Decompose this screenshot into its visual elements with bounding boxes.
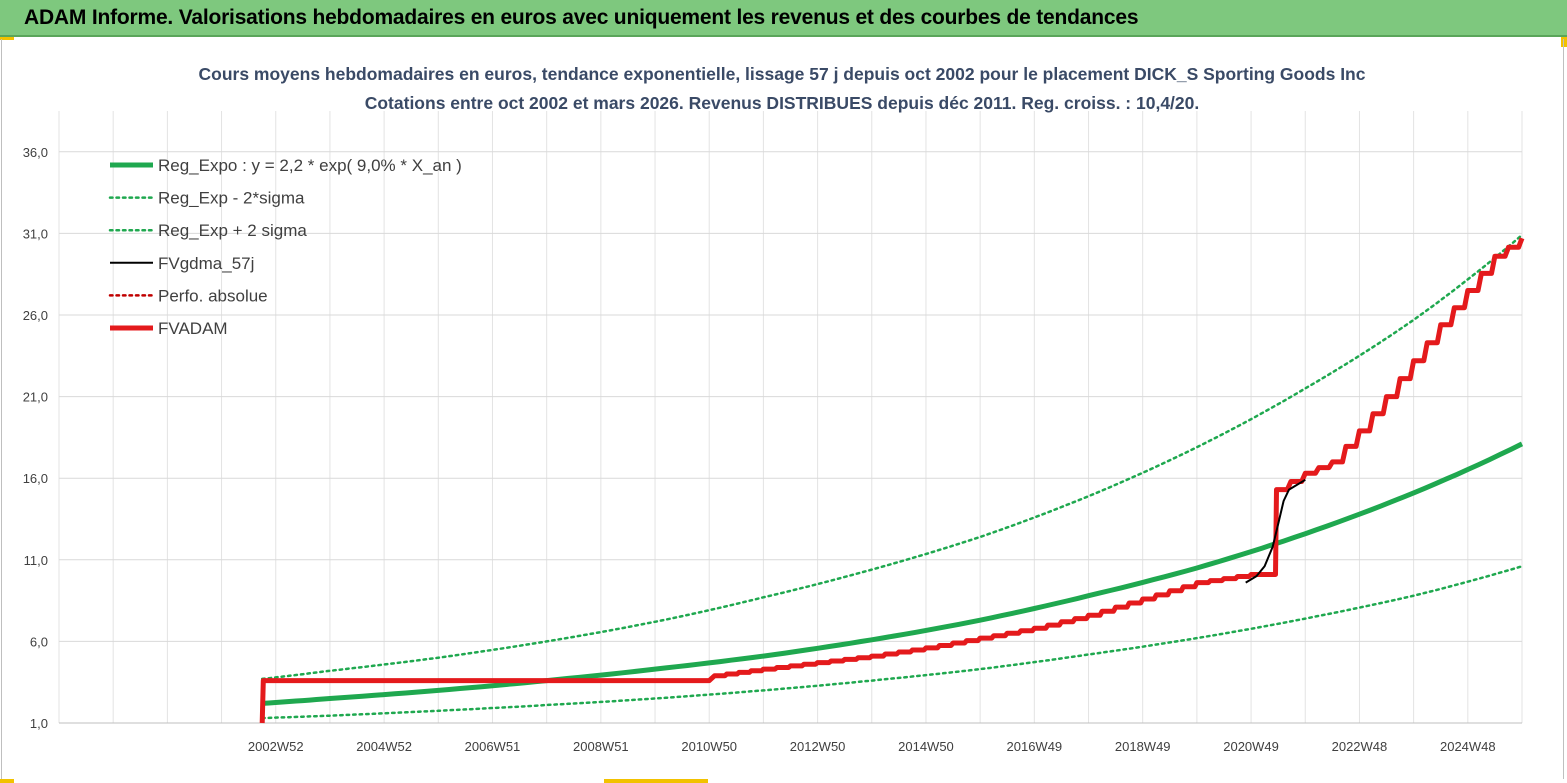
- x-tick-label: 2004W52: [356, 739, 412, 754]
- accent-strip-right: [1561, 37, 1567, 47]
- x-tick-label: 2024W48: [1440, 739, 1496, 754]
- axis-layer: Cours moyens hebdomadaires en euros, ten…: [23, 64, 1522, 754]
- legend-label: FVADAM: [158, 319, 228, 338]
- x-tick-label: 2006W51: [465, 739, 521, 754]
- y-tick-label: 1,0: [30, 716, 48, 731]
- accent-strip-bottom-left: [0, 779, 14, 783]
- y-tick-label: 11,0: [24, 553, 48, 568]
- series-line-fvgdma-57j: [1245, 478, 1306, 584]
- x-tick-label: 2014W50: [898, 739, 954, 754]
- x-tick-label: 2008W51: [573, 739, 629, 754]
- legend-label: Perfo. absolue: [158, 286, 268, 305]
- legend-label: FVgdma_57j: [158, 254, 254, 273]
- series-line-reg-expo: [262, 441, 1524, 706]
- chart-frame: Cours moyens hebdomadaires en euros, ten…: [1, 39, 1564, 779]
- accent-strip-left: [0, 37, 14, 40]
- y-tick-label: 36,0: [23, 145, 48, 160]
- legend-item-reg-expo: Reg_Expo : y = 2,2 * exp( 9,0% * X_an ): [110, 156, 462, 175]
- legend-item-reg-exp-plus-2sigma: Reg_Exp + 2 sigma: [108, 221, 307, 240]
- series-line-reg-exp-plus-2sigma: [260, 233, 1524, 681]
- chart-title-line-1: Cours moyens hebdomadaires en euros, ten…: [199, 64, 1366, 84]
- y-tick-label: 16,0: [23, 471, 48, 486]
- y-tick-label: 31,0: [23, 226, 48, 241]
- series-layer: [259, 233, 1525, 724]
- legend-item-fvgdma-57j: FVgdma_57j: [110, 254, 254, 273]
- chart-title-line-2: Cotations entre oct 2002 et mars 2026. R…: [365, 93, 1200, 113]
- y-tick-label: 26,0: [23, 308, 48, 323]
- x-tick-label: 2002W52: [248, 739, 304, 754]
- x-tick-label: 2010W50: [681, 739, 737, 754]
- accent-strip-bottom: [604, 779, 708, 783]
- report-title: ADAM Informe. Valorisations hebdomadaire…: [24, 6, 1139, 29]
- x-tick-label: 2020W49: [1223, 739, 1279, 754]
- legend: Reg_Expo : y = 2,2 * exp( 9,0% * X_an ) R…: [108, 156, 462, 338]
- legend-label: Reg_Exp - 2*sigma: [158, 189, 305, 208]
- legend-item-reg-exp-minus-2sigma: Reg_Exp - 2*sigma: [108, 189, 305, 208]
- legend-label: Reg_Expo : y = 2,2 * exp( 9,0% * X_an ): [158, 156, 462, 175]
- legend-item-perfo-absolue: Perfo. absolue: [108, 286, 268, 305]
- y-tick-label: 6,0: [30, 634, 48, 649]
- x-tick-label: 2012W50: [790, 739, 846, 754]
- x-tick-label: 2018W49: [1115, 739, 1171, 754]
- report-header-bar: ADAM Informe. Valorisations hebdomadaire…: [0, 0, 1567, 37]
- legend-item-fvadam: FVADAM: [110, 319, 228, 338]
- y-tick-label: 21,0: [23, 390, 48, 405]
- series-line-fvadam: [259, 237, 1525, 724]
- valuation-chart: Cours moyens hebdomadaires en euros, ten…: [23, 64, 1525, 754]
- x-tick-label: 2022W48: [1332, 739, 1388, 754]
- legend-label: Reg_Exp + 2 sigma: [158, 221, 307, 240]
- x-tick-label: 2016W49: [1007, 739, 1063, 754]
- series-line-reg-exp-minus-2sigma: [260, 565, 1524, 720]
